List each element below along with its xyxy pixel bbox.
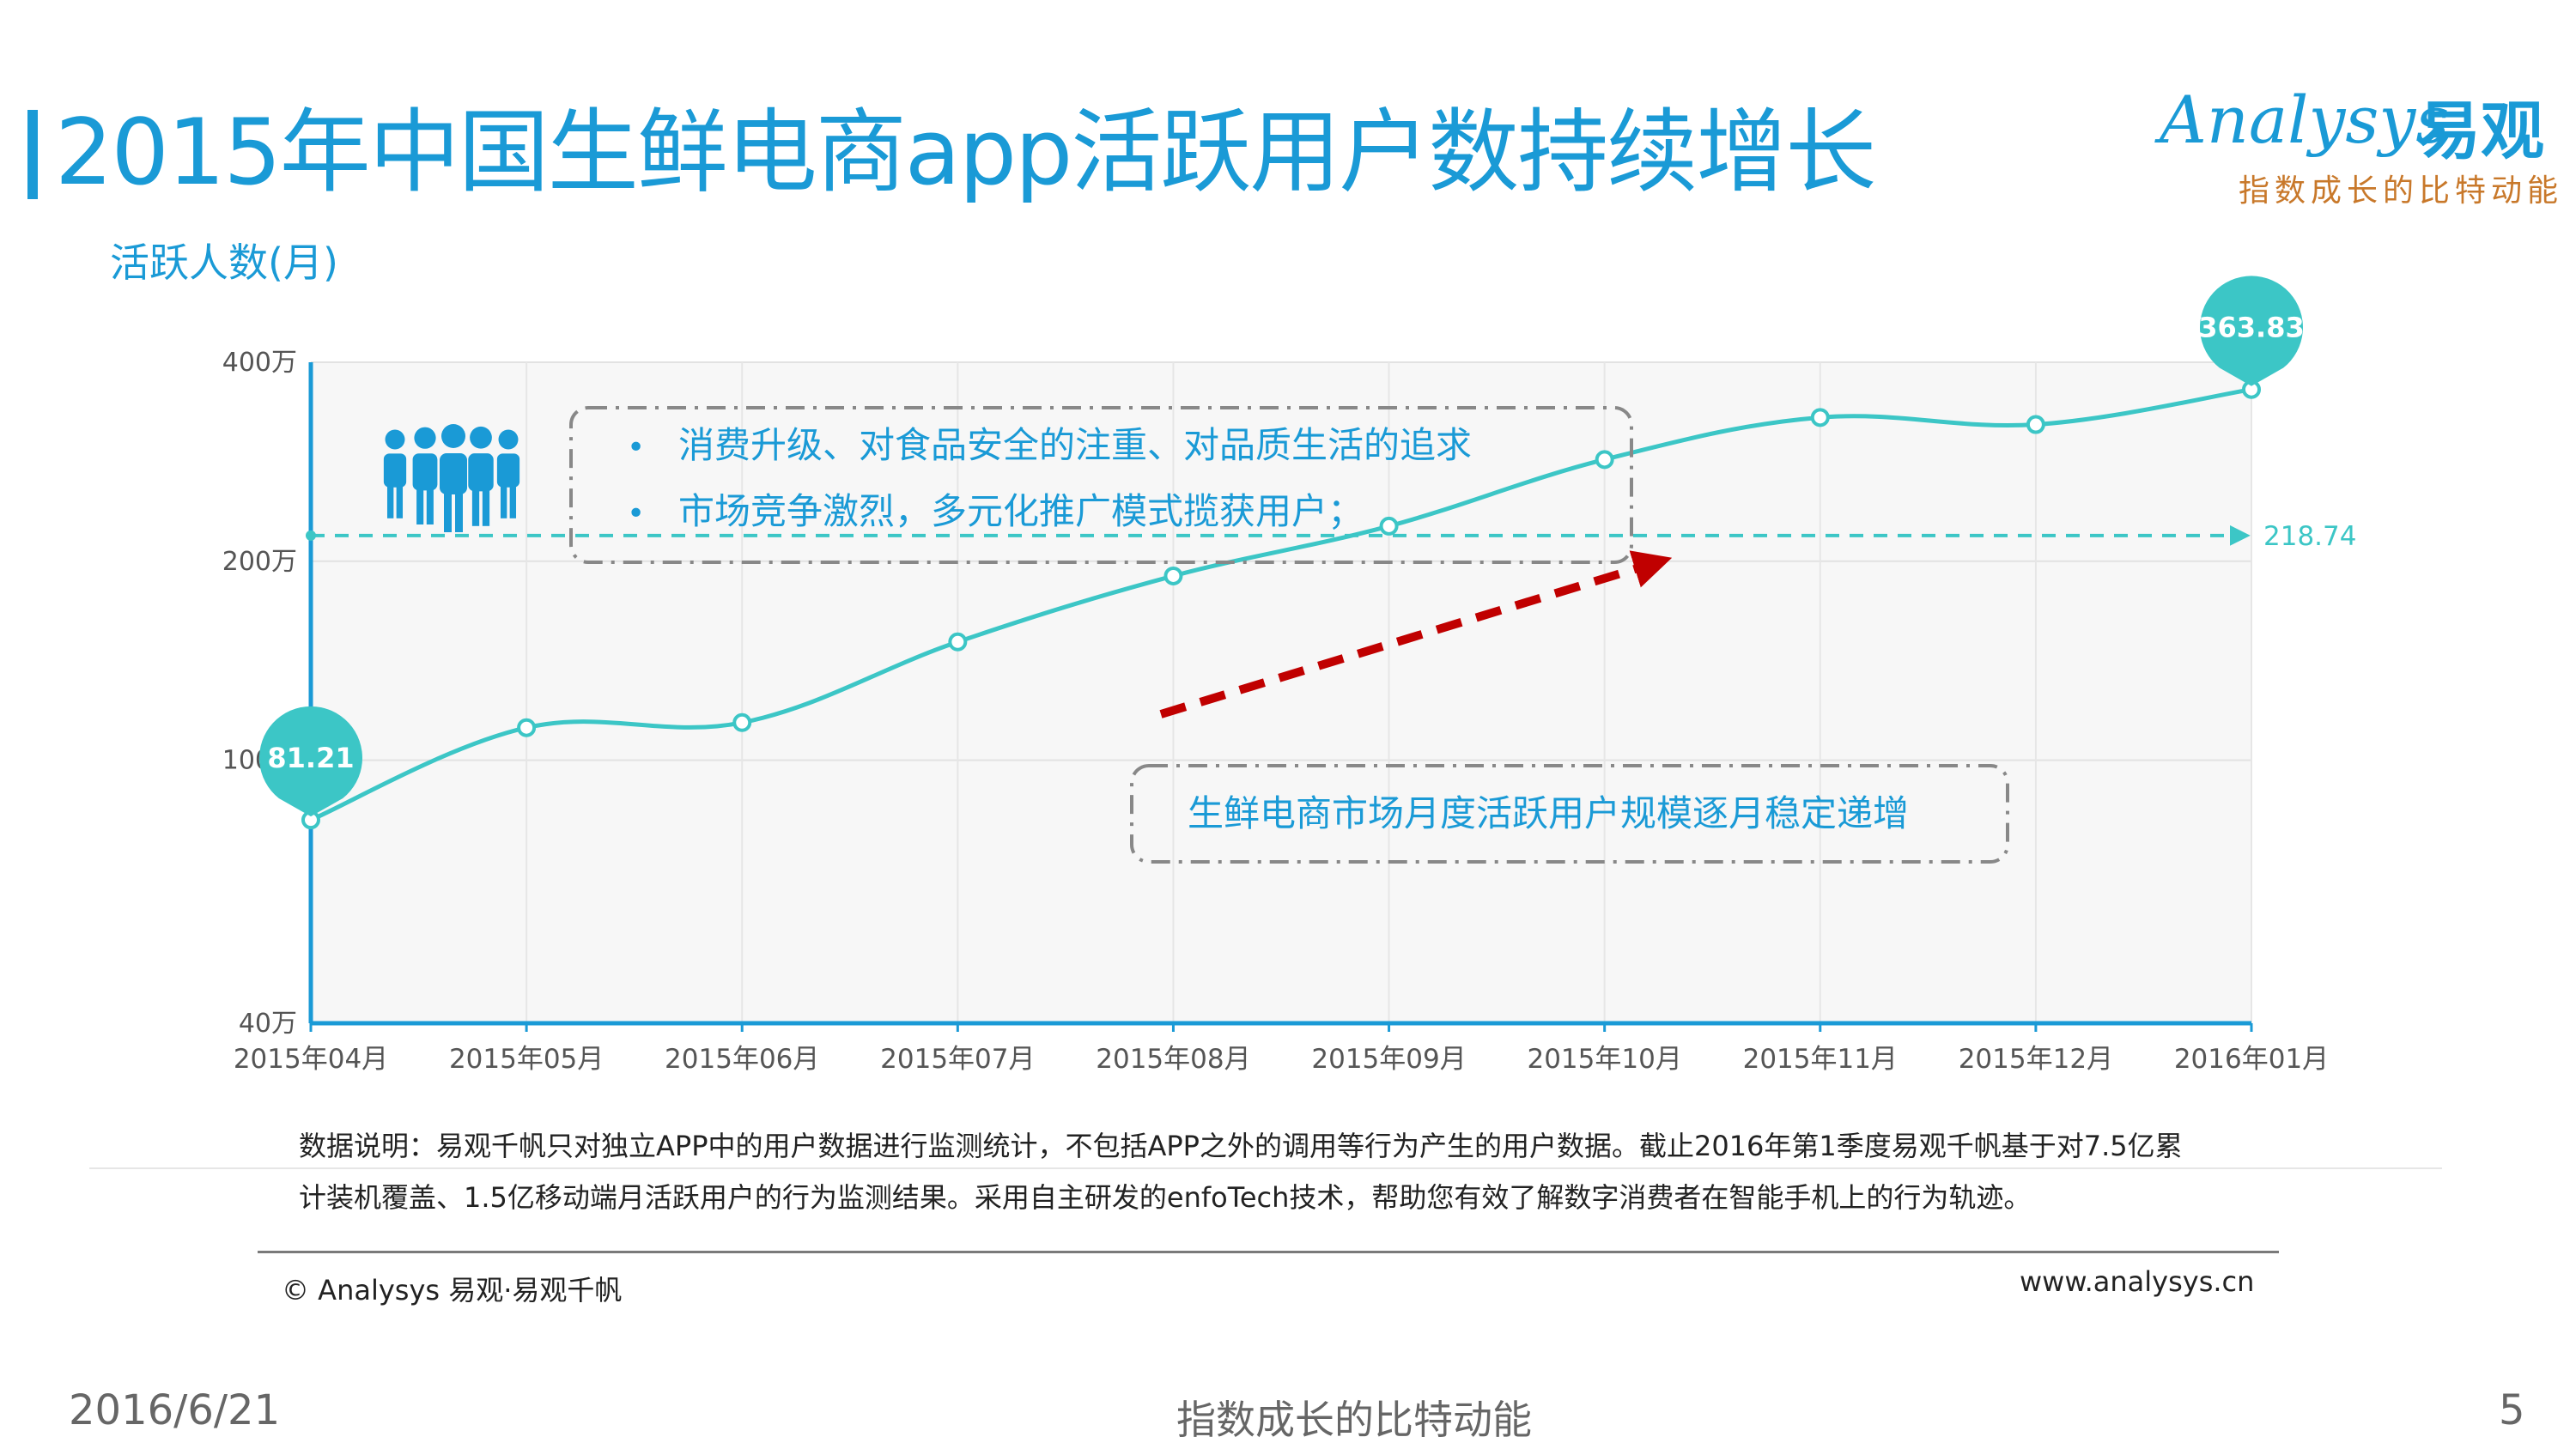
x-tick-label: 2015年11月 <box>1743 1044 1898 1075</box>
min-value-pin: 81.21 <box>259 706 363 817</box>
person-body <box>496 453 520 488</box>
max-value-pin: 363.83 <box>2198 276 2305 386</box>
data-point <box>1810 408 1830 427</box>
plot-background <box>311 362 2251 1023</box>
annotation-box-1 <box>569 406 1633 564</box>
title-accent-bar <box>27 110 38 199</box>
annotation-box-2-text: 生鲜电商市场月度活跃用户规模逐月稳定递增 <box>1188 792 1909 834</box>
x-tick-label: 2016年01月 <box>2174 1044 2329 1075</box>
person-body <box>412 453 438 491</box>
data-point <box>517 718 537 737</box>
person-leg <box>500 482 507 518</box>
min-value-pin-label: 81.21 <box>267 742 354 774</box>
logo-chinese-name: 易观 <box>2417 94 2544 168</box>
person-leg <box>386 482 394 518</box>
copyright-text: © Analysys 易观·易观千帆 <box>282 1274 623 1307</box>
series-line <box>310 387 2252 822</box>
person-head <box>414 427 436 449</box>
analysys-logo: Analysys 易观 指数成长的比特动能 <box>2160 82 2558 210</box>
y-tick-label: 40万 <box>239 1009 297 1039</box>
annotation-bullet-text: 消费升级、对食品安全的注重、对品质生活的追求 <box>678 424 1472 466</box>
trend-arrow <box>1159 550 1673 718</box>
footer-slogan: 指数成长的比特动能 <box>1176 1397 1532 1443</box>
person-body <box>468 453 494 492</box>
person-leg <box>471 486 480 526</box>
logo-wordmark: Analysys <box>2160 82 2450 158</box>
people-group-icon <box>383 424 520 532</box>
data-point <box>1379 516 1399 536</box>
min-max-pins: 81.21 363.83 <box>259 276 2305 817</box>
data-note-line-1: 数据说明：易观千帆只对独立APP中的用户数据进行监测统计，不包括APP之外的调用… <box>299 1130 2183 1162</box>
y-axis-title: 活跃人数(月) <box>110 239 338 286</box>
annotations: • 消费升级、对食品安全的注重、对品质生活的追求 • 市场竞争激烈，多元化推广模式揽获… <box>383 406 2009 864</box>
chart-axes: 400万200万100万40万2015年04月2015年05月2015年06月2… <box>222 348 2329 1075</box>
person-head <box>470 426 492 449</box>
annotation-bullet-text: 市场竞争激烈，多元化推广模式揽获用户； <box>678 490 1364 532</box>
series-line-group <box>301 379 2261 830</box>
x-tick-label: 2015年10月 <box>1527 1044 1681 1075</box>
average-line-start <box>306 530 316 541</box>
line-chart: 400万200万100万40万2015年04月2015年05月2015年06月2… <box>222 276 2356 1075</box>
page-title: 2015年中国生鲜电商app活跃用户数持续增长 <box>55 100 1876 205</box>
x-tick-label: 2015年08月 <box>1096 1044 1250 1075</box>
data-point <box>1163 566 1183 585</box>
website-link[interactable]: www.analysys.cn <box>2020 1265 2255 1298</box>
divider-light <box>89 1167 2442 1169</box>
x-tick-label: 2015年05月 <box>449 1044 604 1075</box>
person-head <box>498 429 519 450</box>
page-number: 5 <box>2499 1386 2525 1434</box>
y-tick-label: 400万 <box>222 348 297 378</box>
data-note: 数据说明：易观千帆只对独立APP中的用户数据进行监测统计，不包括APP之外的调用… <box>299 1120 2325 1223</box>
data-point <box>732 712 752 732</box>
person-leg <box>509 482 517 518</box>
person-head <box>385 429 405 450</box>
footer-date: 2016/6/21 <box>69 1386 281 1434</box>
x-tick-label: 2015年07月 <box>880 1044 1035 1075</box>
person-leg <box>455 489 463 532</box>
x-tick-label: 2015年12月 <box>1959 1044 2113 1075</box>
data-note-line-2: 计装机覆盖、1.5亿移动端月活跃用户的行为监测结果。采用自主研发的enfoTec… <box>299 1181 2032 1214</box>
data-point <box>948 632 968 652</box>
average-line-group: 218.74 <box>306 521 2356 552</box>
bullet-mark: • <box>627 496 645 531</box>
logo-slogan: 指数成长的比特动能 <box>2239 173 2564 209</box>
data-point <box>1595 450 1614 470</box>
person-leg <box>416 486 424 524</box>
divider-dark <box>258 1251 2279 1253</box>
average-value-label: 218.74 <box>2263 521 2356 552</box>
y-tick-label: 200万 <box>222 547 297 577</box>
person-body <box>440 453 467 494</box>
person-head <box>441 424 465 448</box>
max-value-pin-label: 363.83 <box>2198 312 2304 344</box>
x-tick-label: 2015年04月 <box>234 1044 388 1075</box>
person-body <box>383 453 407 488</box>
data-point <box>2026 415 2045 434</box>
x-tick-label: 2015年09月 <box>1311 1044 1466 1075</box>
annotation-box-2 <box>1130 764 2009 864</box>
person-leg <box>426 486 434 524</box>
bullet-mark: • <box>627 430 645 465</box>
person-leg <box>482 486 490 526</box>
min-value-pin-shape <box>259 706 363 817</box>
max-value-pin-shape <box>2200 276 2303 386</box>
x-tick-label: 2015年06月 <box>665 1044 819 1075</box>
person-leg <box>396 482 404 518</box>
person-leg <box>444 489 452 532</box>
